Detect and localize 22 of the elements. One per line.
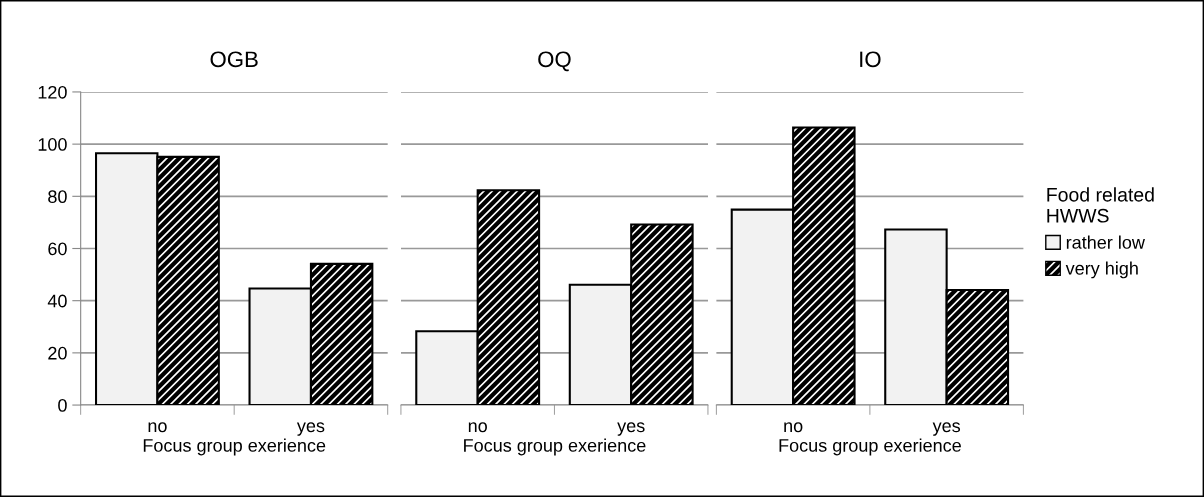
legend-title: Food related HWWS (1047, 187, 1154, 223)
x-tick-label: no (148, 422, 167, 433)
y-tick-label: 0 (58, 398, 67, 412)
x-tick-label: yes (617, 422, 645, 436)
x-tick-label: no (468, 422, 487, 433)
x-axis-title: Focus group exerience (779, 438, 961, 456)
y-tick-label: 120 (38, 85, 67, 99)
chart-title: IO (860, 51, 881, 68)
legend-label: rather low (1066, 235, 1145, 249)
legend-label: very high (1065, 261, 1138, 279)
x-axis-title: Focus group exerience (464, 438, 646, 456)
x-tick-label: yes (296, 422, 325, 436)
chart-title: OQ (538, 51, 571, 72)
x-axis-title: Focus group exerience (143, 438, 326, 456)
x-tick-label: no (784, 422, 803, 433)
y-tick-label: 80 (48, 190, 67, 204)
y-tick-label: 40 (47, 294, 67, 308)
x-tick-label: yes (932, 422, 961, 436)
y-tick-label: 20 (48, 346, 67, 360)
chart-title: OGB (210, 51, 258, 68)
y-tick-label: 60 (48, 242, 67, 256)
y-tick-label: 100 (38, 138, 67, 151)
